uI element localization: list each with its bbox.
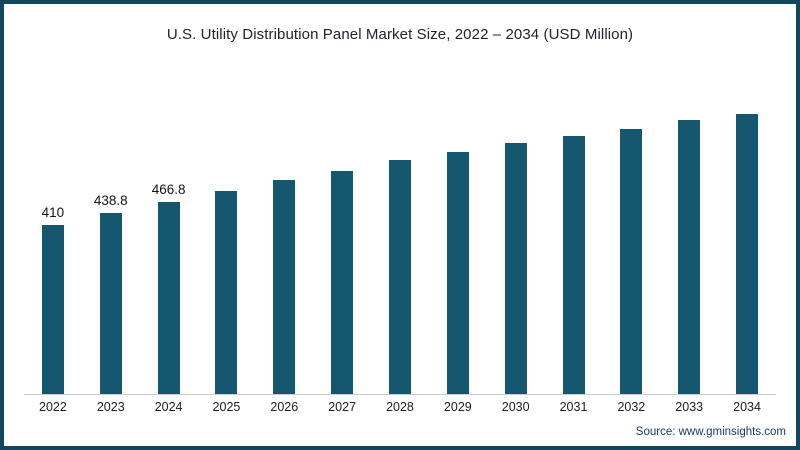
bar-slot-2029 [429,152,487,394]
x-tick-label-2033: 2033 [675,400,704,414]
bar-2023 [99,213,122,394]
bar-2022 [41,225,64,394]
bar-slot-2024: 466.8 [140,182,198,394]
x-tick-label-2023: 2023 [96,400,125,414]
source-note: Source: www.gminsights.com [635,426,786,438]
x-tick-label-2024: 2024 [154,400,183,414]
bar-slot-2030 [487,143,545,394]
plot-area: 410 438.8 466.8 [24,80,776,394]
bar-2025 [215,191,238,394]
x-axis-labels: 2022 2023 2024 2025 2026 2027 2028 2029 2030 2031… [24,400,776,414]
bar-value-label-2023: 438.8 [93,193,128,208]
x-tick-label-2034: 2034 [733,400,761,414]
bar-slot-2023: 438.8 [82,193,140,394]
x-tick-label-2027: 2027 [328,400,357,414]
x-tick-label-2032: 2032 [617,400,646,414]
chart-title: U.S. Utility Distribution Panel Market S… [166,26,634,43]
bar-slot-2025 [198,191,256,394]
bar-2026 [273,180,296,394]
bar-2029 [446,152,469,394]
x-tick-label-2030: 2030 [501,400,530,414]
bar-slot-2033 [660,120,718,394]
x-tick-label-2026: 2026 [270,400,299,414]
x-tick-label-2025: 2025 [212,400,241,414]
bar-2027 [331,171,354,394]
bar-slot-2028 [371,160,429,394]
x-tick-label-2029: 2029 [443,400,472,414]
bar-slot-2032 [602,129,660,394]
x-tick-label-2028: 2028 [386,400,414,414]
bar-slot-2034 [718,114,776,394]
bar-2032 [620,129,643,394]
bar-2034 [736,114,759,394]
bar-2028 [388,160,411,394]
bar-2031 [562,136,585,394]
bar-slot-2026 [255,180,313,394]
x-tick-label-2022: 2022 [39,400,67,414]
bar-slot-2031 [545,136,603,394]
bar-2033 [678,120,701,394]
bar-value-label-2024: 466.8 [151,182,186,197]
bar-slot-2022: 410 [24,205,82,394]
bar-slot-2027 [313,171,371,394]
x-axis-line [24,394,776,395]
bar-2024 [157,202,180,394]
x-tick-label-2031: 2031 [559,400,588,414]
bar-value-label-2022: 410 [41,205,65,220]
bar-2030 [504,143,527,394]
